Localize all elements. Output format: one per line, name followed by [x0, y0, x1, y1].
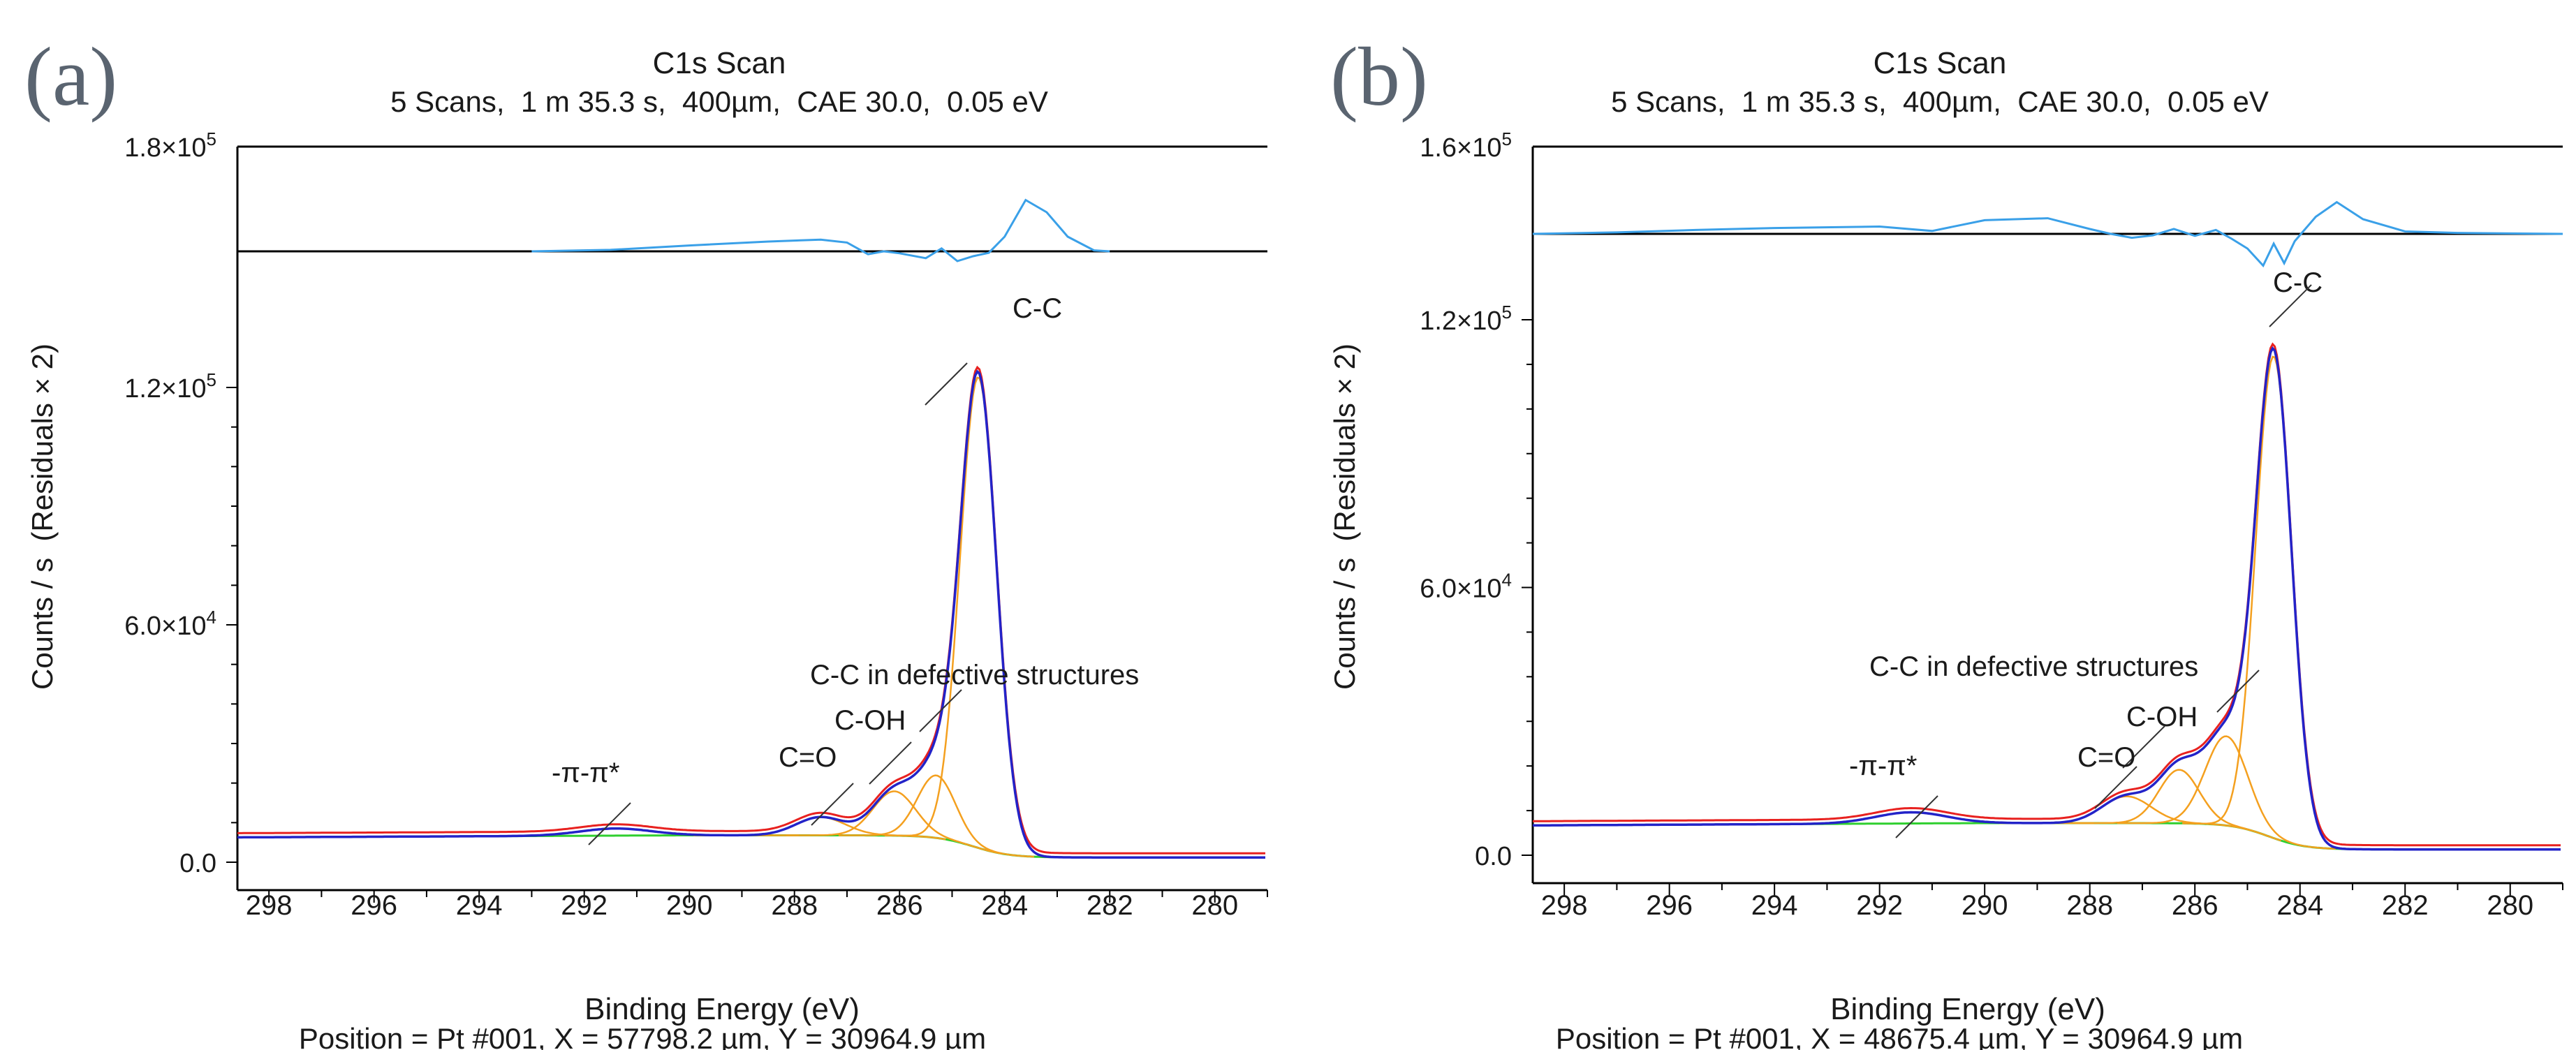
peak-annotation-label: C-C in defective structures: [1869, 651, 2198, 682]
peak-annotation-label: C-C: [1013, 293, 1062, 324]
x-tick-label: 296: [1646, 890, 1693, 921]
panel-b-ylabel: Counts / s (Residuals × 2): [1328, 343, 1361, 690]
x-tick-label: 286: [2172, 890, 2218, 921]
x-tick-label: 282: [2382, 890, 2429, 921]
x-tick-label: 292: [561, 890, 608, 921]
x-tick-label: 290: [666, 890, 713, 921]
annotation-leader-line: [2122, 725, 2165, 769]
peak-annotation-label: C=O: [2077, 742, 2135, 773]
peak-annotation-label: C=O: [779, 742, 837, 773]
x-tick-label: 282: [1087, 890, 1133, 921]
peak-annotation-label: C-OH: [834, 705, 906, 736]
x-tick-label: 284: [981, 890, 1028, 921]
fit-envelope-curve: [237, 369, 1265, 859]
panel-a-subtitle: 5 Scans, 1 m 35.3 s, 400µm, CAE 30.0, 0.…: [390, 85, 1048, 118]
panel-a-label: (a): [24, 30, 117, 123]
peak-annotation-label: -π-π*: [1849, 750, 1917, 781]
panel-a-footer: Position = Pt #001, X = 57798.2 µm, Y = …: [299, 1022, 986, 1050]
y-tick-label: 1.2×105: [1420, 302, 1512, 336]
x-tick-label: 296: [351, 890, 397, 921]
peak-component-curve: [885, 376, 1073, 859]
y-tick-label: 0.0: [179, 849, 216, 878]
panel-b: (b) C1s Scan 5 Scans, 1 m 35.3 s, 400µm,…: [1328, 30, 2563, 1050]
y-tick-label: 0.0: [1475, 842, 1512, 871]
x-tick-label: 286: [876, 890, 923, 921]
panel-a-title: C1s Scan: [653, 46, 786, 80]
annotation-leader-line: [869, 741, 912, 785]
raw-data-curve: [237, 365, 1265, 855]
y-tick-label: 6.0×104: [1420, 570, 1512, 604]
panel-b-plot-area: 0.0 6.0×104 1.2×105 1.6×105 298 296 294 292 290 2…: [1420, 128, 2563, 921]
panel-a-xlabel: Binding Energy (eV): [584, 992, 860, 1026]
x-tick-label: 288: [2066, 890, 2113, 921]
residual-curve: [531, 198, 1110, 262]
panel-b-footer: Position = Pt #001, X = 48675.4 µm, Y = …: [1556, 1022, 2243, 1050]
residual-top-label: 1.6×105: [1420, 128, 1512, 163]
raw-data-curve: [1533, 342, 2561, 847]
panel-a: (a) C1s Scan 5 Scans, 1 m 35.3 s, 400µm,…: [24, 30, 1268, 1050]
residual-top-label: 1.8×105: [124, 128, 216, 163]
fit-envelope-curve: [1533, 346, 2561, 851]
annotation-leader-line: [811, 783, 854, 826]
x-tick-label: 290: [1962, 890, 2008, 921]
x-tick-label: 298: [246, 890, 293, 921]
peak-component-curve: [2182, 355, 2365, 850]
x-tick-label: 280: [2487, 890, 2533, 921]
x-tick-label: 292: [1856, 890, 1903, 921]
x-tick-label: 280: [1191, 890, 1238, 921]
annotation-leader-line: [2269, 284, 2312, 327]
panel-b-subtitle: 5 Scans, 1 m 35.3 s, 400µm, CAE 30.0, 0.…: [1611, 85, 2269, 118]
peak-component-curve: [2117, 735, 2336, 850]
panel-b-xlabel: Binding Energy (eV): [1830, 992, 2105, 1026]
residual-curve: [1532, 200, 2563, 268]
x-tick-label: 284: [2276, 890, 2323, 921]
x-tick-label: 288: [771, 890, 818, 921]
x-tick-label: 294: [1751, 890, 1798, 921]
peak-annotation-label: C-C: [2273, 267, 2323, 298]
panel-b-title: C1s Scan: [1874, 46, 2007, 80]
y-tick-label: 6.0×104: [124, 607, 216, 641]
annotation-leader-line: [2094, 766, 2137, 809]
x-tick-label: 298: [1541, 890, 1588, 921]
peak-component-curve: [786, 790, 1003, 855]
x-tick-label: 294: [456, 890, 503, 921]
panel-a-plot-area: 0.0 6.0×104 1.2×105 1.8×105 298 296 294 292 290 2…: [124, 128, 1268, 921]
annotation-leader-line: [925, 362, 968, 406]
annotation-leader-line: [2216, 670, 2260, 713]
annotation-leader-line: [919, 689, 962, 732]
y-tick-label: 1.2×105: [124, 369, 216, 404]
annotation-leader-line: [1895, 795, 1938, 838]
peak-annotation-label: -π-π*: [552, 757, 619, 788]
panel-b-label: (b): [1330, 30, 1428, 123]
annotation-leader-line: [588, 802, 631, 845]
panel-a-ylabel: Counts / s (Residuals × 2): [26, 343, 59, 690]
peak-annotation-label: C-C in defective structures: [810, 660, 1139, 690]
peak-annotation-label: C-OH: [2126, 702, 2198, 732]
